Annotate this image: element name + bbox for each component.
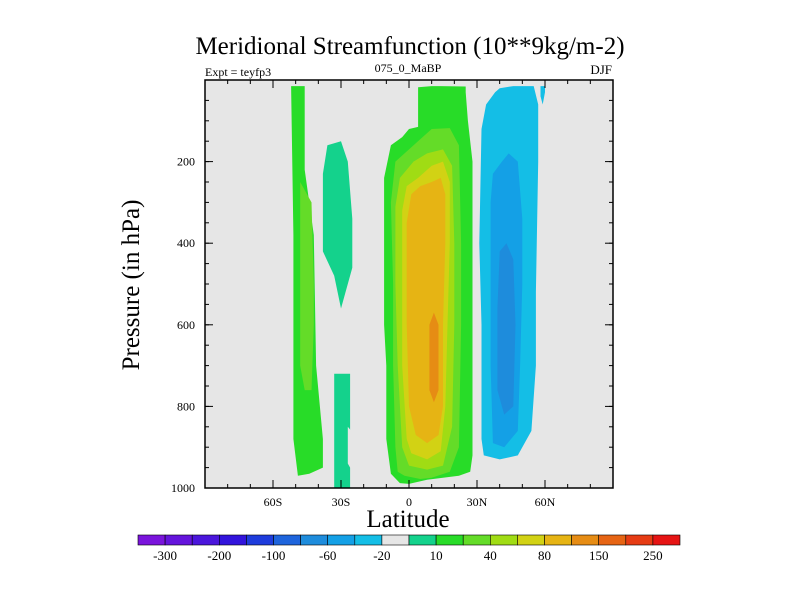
x-tick-label: 60N <box>535 495 556 509</box>
colorbar-swatch <box>327 534 356 546</box>
y-tick-label: 800 <box>177 399 195 413</box>
colorbar-label: -300 <box>153 548 177 563</box>
contour-region-15 <box>540 86 545 105</box>
colorbar-swatch <box>517 534 545 546</box>
colorbar-swatch <box>381 534 410 546</box>
chart-title: Meridional Streamfunction (10**9kg/m-2) <box>195 33 624 60</box>
colorbar: -300 -200 -100 -60 -20 10 40 80 150 250 <box>137 534 681 563</box>
colorbar-swatch <box>300 534 329 546</box>
colorbar-swatch <box>462 534 491 546</box>
x-tick-label: 0 <box>406 495 412 509</box>
contour-regions <box>273 86 545 488</box>
colorbar-swatch <box>137 534 166 546</box>
colorbar-label: 10 <box>430 548 443 563</box>
colorbar-label: 80 <box>538 548 551 563</box>
contour-region-11 <box>429 312 439 403</box>
colorbar-swatch <box>354 534 383 546</box>
colorbar-swatch <box>571 534 599 546</box>
colorbar-label: 150 <box>589 548 609 563</box>
colorbar-swatch <box>598 534 627 546</box>
contour-region-1 <box>273 296 276 409</box>
x-axis-ticks: 60S 30S 0 30N 60N <box>204 80 614 509</box>
colorbar-swatch <box>408 534 437 546</box>
colorbar-swatch <box>191 534 220 546</box>
y-tick-label: 1000 <box>171 481 195 495</box>
x-tick-label: 30N <box>467 495 488 509</box>
y-axis-ticks: 200 400 600 800 1000 <box>171 79 613 495</box>
experiment-label: Expt = teyfp3 <box>205 65 271 79</box>
colorbar-swatch <box>652 534 681 546</box>
colorbar-label: -20 <box>373 548 390 563</box>
y-tick-label: 600 <box>177 318 195 332</box>
x-tick-label: 30S <box>332 495 351 509</box>
colorbar-swatch <box>544 534 572 546</box>
y-axis-label: Pressure (in hPa) <box>118 200 145 371</box>
contour-region-0 <box>334 373 351 488</box>
colorbar-swatch <box>164 534 193 546</box>
x-axis-label: Latitude <box>366 506 449 533</box>
colorbar-swatch <box>219 534 247 546</box>
contour-region-4 <box>347 426 355 468</box>
colorbar-label: 250 <box>643 548 663 563</box>
contour-region-10 <box>406 177 446 444</box>
colorbar-swatch <box>489 534 518 546</box>
season-label: DJF <box>590 62 612 77</box>
time-label: 075_0_MaBP <box>375 61 442 75</box>
y-tick-label: 200 <box>177 155 195 169</box>
colorbar-swatch <box>273 534 301 546</box>
contour-region-14 <box>497 243 516 415</box>
x-tick-label: 60S <box>264 495 283 509</box>
y-tick-label: 400 <box>177 236 195 250</box>
contour-region-3 <box>300 182 314 391</box>
colorbar-swatch <box>625 534 654 546</box>
colorbar-swatch <box>246 534 274 546</box>
colorbar-swatch <box>435 534 464 546</box>
contour-region-5 <box>322 141 353 309</box>
colorbar-label: -60 <box>319 548 336 563</box>
colorbar-label: -200 <box>207 548 231 563</box>
colorbar-label: 40 <box>484 548 497 563</box>
colorbar-label: -100 <box>262 548 286 563</box>
